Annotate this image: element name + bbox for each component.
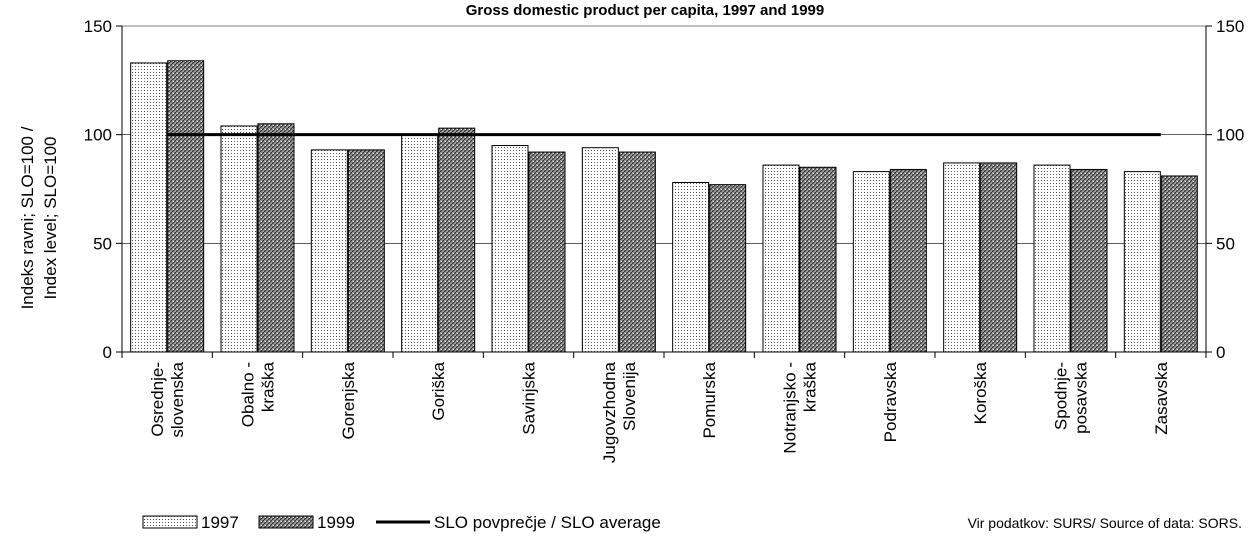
bar-1999-5 bbox=[618, 151, 656, 353]
category-label-11: Zasavska bbox=[1152, 361, 1171, 434]
category-label-2: Gorenjska bbox=[339, 361, 358, 439]
category-labels: Osrednje-slovenska Obalno - kraška Gorenjsk… bbox=[148, 361, 1171, 463]
bar-1997-9 bbox=[943, 162, 981, 353]
category-label-7-line0: Notranjsko - bbox=[781, 362, 800, 454]
bar-1997-5 bbox=[581, 147, 619, 353]
category-label-1-line1: kraška bbox=[259, 361, 278, 412]
category-label-8: Podravska bbox=[881, 361, 900, 442]
y-tick-right-100: 100 bbox=[1216, 126, 1244, 145]
legend-swatch-1997 bbox=[142, 515, 198, 529]
bar-1997-7 bbox=[762, 164, 800, 353]
y-axis-label-line1: Indeks ravni; SLO=100 / bbox=[18, 126, 37, 309]
category-label-10-line1: posavska bbox=[1072, 361, 1091, 433]
bar-1997-4 bbox=[491, 145, 529, 353]
y-tick-left-50: 50 bbox=[93, 234, 112, 253]
bar-1997-1 bbox=[220, 125, 258, 353]
bars bbox=[130, 60, 1198, 353]
bar-1997-2 bbox=[310, 149, 348, 353]
y-tick-right-150: 150 bbox=[1216, 17, 1244, 36]
legend-label-reference: SLO povprečje / SLO average bbox=[434, 513, 661, 532]
bar-1997-11 bbox=[1123, 171, 1161, 353]
category-label-5-line1: Slovenija bbox=[620, 361, 639, 431]
category-label-4: Savinjska bbox=[520, 361, 539, 434]
bar-1999-7 bbox=[799, 166, 837, 353]
legend-swatch-1999 bbox=[258, 515, 314, 529]
bar-1999-4 bbox=[528, 151, 566, 353]
tick-labels: 0 0 50 50 100 100 150 150 bbox=[84, 17, 1245, 362]
y-axis-label-line2: Index level; SLO=100 bbox=[41, 136, 60, 299]
bar-1997-10 bbox=[1033, 164, 1071, 353]
legend: 1997 1999 SLO povprečje / SLO average bbox=[142, 513, 661, 532]
y-tick-left-0: 0 bbox=[103, 343, 112, 362]
bar-1997-8 bbox=[852, 171, 890, 353]
axes bbox=[116, 25, 1212, 358]
bar-1999-3 bbox=[438, 127, 476, 353]
y-tick-left-150: 150 bbox=[84, 17, 112, 36]
source-note: Vir podatkov: SURS/ Source of data: SORS… bbox=[968, 515, 1242, 531]
category-label-7-line1: kraška bbox=[801, 361, 820, 412]
category-label-0-line0: Osrednje- bbox=[148, 362, 167, 437]
category-label-10-line0: Spodnje- bbox=[1052, 362, 1071, 430]
category-label-0-line1: slovenska bbox=[168, 361, 187, 437]
y-tick-left-100: 100 bbox=[84, 126, 112, 145]
bar-1997-0 bbox=[130, 62, 168, 353]
category-label-5-line0: Jugovzhodna bbox=[600, 361, 619, 463]
y-tick-right-50: 50 bbox=[1216, 234, 1235, 253]
y-tick-right-0: 0 bbox=[1216, 343, 1225, 362]
category-label-1-line0: Obalno - bbox=[239, 362, 258, 427]
bar-1999-0 bbox=[167, 60, 205, 353]
bar-1999-8 bbox=[889, 168, 927, 353]
legend-label-1997: 1997 bbox=[201, 513, 239, 532]
bar-1999-1 bbox=[257, 123, 295, 353]
chart-title: Gross domestic product per capita, 1997 … bbox=[466, 2, 824, 19]
legend-label-1999: 1999 bbox=[317, 513, 355, 532]
category-label-3: Goriška bbox=[429, 361, 448, 420]
category-label-9: Koroška bbox=[971, 361, 990, 424]
bar-1999-10 bbox=[1070, 168, 1108, 353]
bar-1999-11 bbox=[1160, 175, 1198, 353]
bar-1999-2 bbox=[347, 149, 385, 353]
category-label-6: Pomurska bbox=[700, 361, 719, 438]
bar-1997-6 bbox=[672, 181, 710, 353]
bar-1997-3 bbox=[401, 134, 439, 353]
bar-1999-9 bbox=[980, 162, 1018, 353]
bar-1999-6 bbox=[709, 184, 747, 353]
